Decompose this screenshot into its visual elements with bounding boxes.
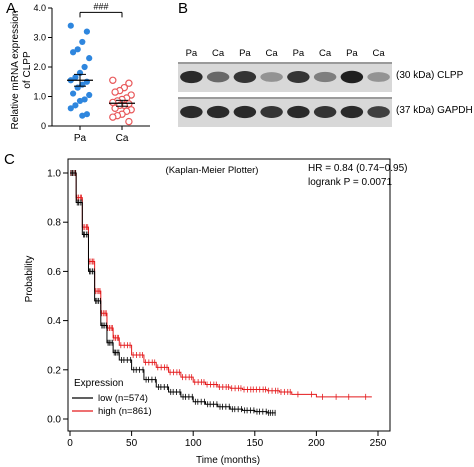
panel-a-y-tick-label: 3.0 [33, 33, 46, 43]
km-y-tick-label: 0.4 [47, 316, 61, 327]
km-plot-frame [67, 158, 391, 432]
panel-a-dots [67, 22, 135, 126]
pa-dot [86, 91, 93, 99]
panel-b-western-blot: Pa Ca Pa Ca Pa Ca Pa Ca (30 kDa) CLPP (37 kDa) … [170, 0, 474, 140]
blot-band [180, 105, 203, 119]
km-y-tick-label: 0.2 [47, 365, 61, 376]
blot-band [340, 70, 364, 84]
category-label-pa: Pa [74, 133, 87, 144]
pa-dot [72, 102, 79, 109]
panel-a-ylabel-line1: Relative mRNA expression [10, 11, 21, 130]
lane-label-pa: Pa [346, 48, 358, 59]
blot-band [313, 106, 337, 118]
blot-band [287, 105, 310, 119]
blot-band [340, 105, 364, 119]
pa-dot [67, 22, 74, 29]
ca-dot [109, 113, 117, 121]
km-x-tick-label: 100 [185, 438, 202, 449]
lane-label-ca: Ca [265, 48, 278, 59]
km-y-tick-label: 0.0 [47, 415, 61, 426]
pa-dot [81, 63, 88, 71]
km-x-tick-label: 250 [370, 438, 387, 449]
blot-band [180, 70, 203, 84]
pa-dot [72, 74, 79, 81]
km-x-tick-label: 50 [126, 438, 138, 449]
km-hr: HR = 0.84 (0.74−0.95) [308, 163, 408, 174]
blot-image [178, 62, 392, 127]
km-x-tick-label: 0 [67, 438, 73, 449]
panel-a-y-tick-label: 2.0 [33, 62, 46, 72]
blot-strip-edge [178, 97, 392, 99]
km-xlabel: Time (months) [196, 455, 260, 466]
legend-title: Expression [74, 378, 123, 389]
band-label-gapdh: (37 kDa) GAPDH [396, 105, 473, 116]
blot-band [206, 71, 230, 83]
ca-dot [125, 79, 133, 87]
km-curve [70, 172, 372, 398]
significance-marker: ### [93, 1, 108, 11]
pa-dot [70, 49, 77, 56]
panel-a-letter: A [6, 0, 17, 17]
panel-a-y-tick-label: 4.0 [33, 3, 46, 13]
ca-dot [111, 88, 119, 96]
ca-dot [109, 76, 117, 84]
blot-band [367, 106, 390, 118]
pa-dot [67, 105, 74, 112]
km-y-tick-label: 1.0 [47, 169, 61, 180]
km-logrank: logrank P = 0.0071 [308, 177, 392, 188]
km-y-tick-label: 0.8 [47, 218, 61, 229]
km-x-tick-label: 200 [308, 438, 325, 449]
km-x-tick-label: 150 [246, 438, 263, 449]
km-curves [70, 170, 372, 416]
blot-band [233, 71, 257, 83]
lane-label-ca: Ca [372, 48, 385, 59]
legend-high: high (n=861) [98, 406, 152, 417]
lane-label-ca: Ca [319, 48, 332, 59]
pa-dot [79, 112, 86, 119]
km-axes: 0 50 100 150 200 250 0.0 0.2 0.4 0.6 0.8 1.0 [47, 158, 391, 449]
band-label-clpp: (30 kDa) CLPP [396, 70, 464, 81]
km-y-tick-label: 0.6 [47, 267, 61, 278]
pa-dot [70, 90, 77, 97]
blot-band [206, 105, 230, 119]
panel-a-y-tick-label: 1.0 [33, 92, 46, 102]
panel-c-letter: C [4, 151, 15, 168]
blot-band [233, 105, 257, 119]
panel-b-letter: B [178, 0, 189, 17]
lane-label-pa: Pa [292, 48, 305, 59]
km-title: (Kaplan-Meier Plotter) [166, 165, 259, 176]
blot-band [313, 71, 337, 83]
pa-dot [86, 55, 93, 62]
blot-strip-edge [178, 62, 392, 64]
pa-dot [83, 28, 90, 35]
category-label-ca: Ca [116, 133, 129, 144]
ca-dot [111, 104, 119, 113]
panel-c-km-plot: 0 50 100 150 200 250 0.0 0.2 0.4 0.6 0.8 1.0 (Kapla… [24, 158, 408, 466]
km-legend: Expression low (n=574) high (n=861) [72, 378, 152, 417]
lane-label-ca: Ca [212, 48, 225, 59]
panel-a-ylabel-line2: of CLPP [22, 51, 33, 89]
blot-band [367, 72, 390, 82]
pa-dot [74, 46, 81, 53]
pa-dot [79, 38, 86, 46]
panel-a-axes: 0 1.0 2.0 3.0 4.0 [33, 3, 150, 131]
panel-a-dot-plot: Relative mRNA expression of CLPP 0 1.0 2.0… [10, 1, 150, 144]
km-ylabel: Probability [24, 256, 35, 303]
ca-dot [109, 98, 117, 107]
blot-band [260, 106, 283, 118]
blot-band [260, 72, 283, 82]
panel-a-y-tick-label: 0 [41, 121, 46, 131]
ca-dot [125, 117, 133, 126]
blot-band [287, 71, 310, 83]
pa-dot [76, 97, 84, 105]
lane-label-pa: Pa [185, 48, 198, 59]
lane-label-pa: Pa [239, 48, 251, 59]
legend-low: low (n=574) [98, 393, 148, 404]
